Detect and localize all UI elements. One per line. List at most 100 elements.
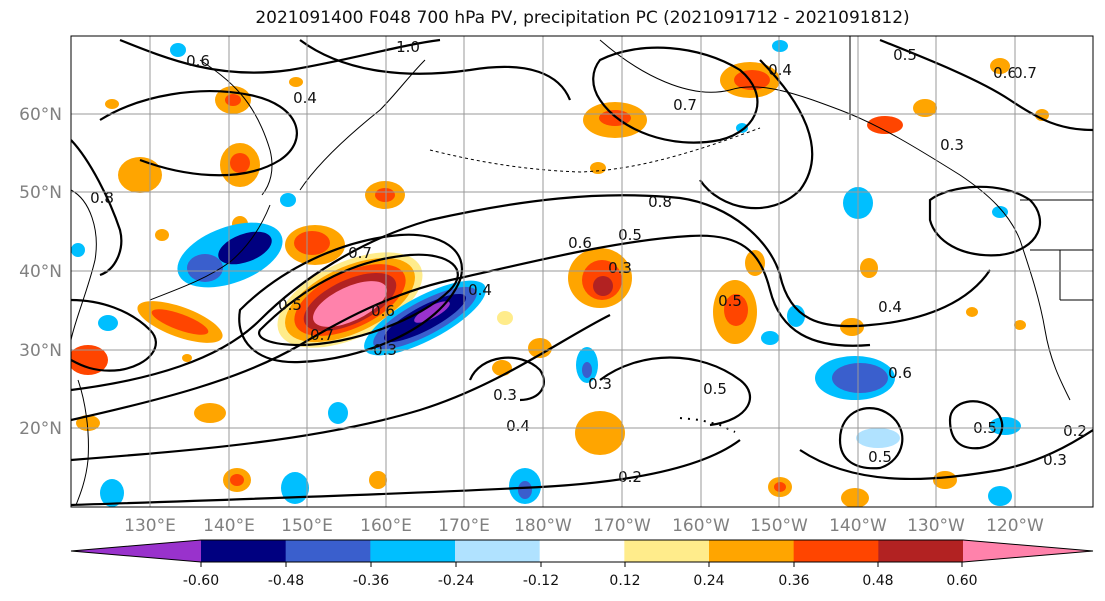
pv-contour-label: 0.4: [293, 89, 317, 107]
pv-contour-label: 1.0: [396, 38, 420, 56]
pv-contour-label: 0.6: [186, 52, 210, 70]
precip-positive-patch: [118, 157, 162, 193]
pv-contour-label: 0.6: [993, 64, 1017, 82]
coastline-north-america: [1019, 239, 1071, 401]
colorbar-segments: [70, 539, 1094, 563]
pv-contour-label: 0.2: [1063, 422, 1087, 440]
pv-contour-label: 0.4: [506, 417, 530, 435]
pv-contour: [468, 356, 545, 402]
colorbar-segment: [71, 540, 201, 562]
colorbar-segment: [793, 540, 879, 562]
pv-contour-label: 0.8: [648, 193, 672, 211]
pv-contour: [879, 38, 1093, 132]
longitude-label: 120°W: [986, 516, 1044, 536]
graticule: [71, 36, 1093, 507]
plot-frame: [70, 35, 1094, 508]
precip-positive-patch: [568, 248, 632, 308]
coastline-kamchatka: [299, 59, 426, 191]
latitude-axis: 60°N 50°N 40°N 30°N 20°N: [19, 105, 62, 439]
colorbar-tick-label: -0.48: [268, 573, 304, 589]
pv-contour-label: 0.8: [90, 189, 114, 207]
longitude-label: 140°E: [203, 516, 255, 536]
coastline-okhotsk: [199, 59, 273, 196]
pv-contour-label: 0.6: [371, 302, 395, 320]
longitude-label: 180°W: [514, 516, 572, 536]
pv-contour: [699, 59, 814, 210]
colorbar-tick-label: 0.60: [946, 573, 977, 589]
colorbar-tick-label: -0.36: [353, 573, 389, 589]
colorbar-segment: [285, 540, 371, 562]
precip-negative-patch: [71, 40, 1021, 507]
longitude-label: 130°E: [124, 516, 176, 536]
pv-contour: [71, 234, 871, 422]
precip-positive-patch: [220, 143, 260, 187]
pv-contour-label: 0.3: [493, 386, 517, 404]
map-title: 2021091400 F048 700 hPa PV, precipitatio…: [255, 8, 910, 28]
pv-contour-label: 0.7: [1013, 64, 1037, 82]
precip-negative-patch: [815, 356, 895, 400]
longitude-label: 160°W: [672, 516, 730, 536]
colorbar-tick-label: -0.12: [523, 573, 559, 589]
colorbar-ticks: [200, 562, 963, 567]
longitude-axis: 130°E 140°E 150°E 160°E 170°E 180°W 170°…: [124, 516, 1044, 536]
pv-contour-label: 0.6: [888, 364, 912, 382]
pv-contour: [238, 233, 463, 364]
precip-positive-patch: [71, 345, 108, 375]
pv-contour: [71, 314, 611, 462]
pv-contour: [799, 429, 1093, 481]
pv-contour: [99, 90, 298, 177]
colorbar-tick-label: 0.48: [862, 573, 893, 589]
colorbar-segment: [455, 540, 541, 562]
pv-contour: [119, 38, 441, 74]
pv-contour: [71, 139, 123, 277]
latitude-label: 50°N: [19, 183, 62, 203]
longitude-label: 170°W: [593, 516, 651, 536]
pv-contour-label: 0.5: [718, 292, 742, 310]
pv-contour-label: 0.4: [468, 281, 492, 299]
pv-contour-label: 0.4: [878, 298, 902, 316]
colorbar-tick-labels: -0.60 -0.48 -0.36 -0.24 -0.12 0.12 0.24 …: [183, 573, 978, 589]
pv-contour: [71, 439, 741, 507]
pv-contours: [71, 38, 1093, 507]
pv-contour-label: 0.7: [348, 244, 372, 262]
latitude-label: 20°N: [19, 419, 62, 439]
precip-positive-patch: [285, 225, 345, 265]
pv-contour: [948, 400, 1004, 450]
colorbar-tick-label: 0.36: [778, 573, 809, 589]
precip-positive-patch: [575, 411, 625, 455]
coastline-philippines: [75, 379, 89, 506]
longitude-label: 150°W: [750, 516, 808, 536]
precip-positive-patch: [365, 181, 405, 209]
pv-contour-label: 0.6: [568, 234, 592, 252]
pv-contour: [838, 407, 904, 470]
colorbar-segment: [370, 540, 456, 562]
pv-contour: [258, 253, 459, 347]
colorbar-tick-label: -0.24: [438, 573, 474, 589]
longitude-label: 130°W: [907, 516, 965, 536]
pv-contour-label: 0.7: [673, 96, 697, 114]
pv-contour: [599, 356, 751, 427]
colorbar: -0.60 -0.48 -0.36 -0.24 -0.12 0.12 0.24 …: [70, 539, 1094, 589]
pv-contour: [71, 298, 157, 372]
colorbar-segment: [963, 540, 1093, 562]
map-plot-area: 1.0 0.6 0.4 0.7 0.5 0.4 0.3 0.6 0.7 0.8 …: [70, 35, 1094, 508]
colorbar-tick-label: 0.12: [609, 573, 640, 589]
colorbar-segment: [539, 540, 625, 562]
latitude-label: 60°N: [19, 105, 62, 125]
pv-contour: [592, 46, 759, 144]
colorbar-tick-label: -0.60: [183, 573, 219, 589]
coastline-aleutians: [429, 127, 761, 173]
pv-contour: [71, 194, 991, 392]
precip-negative-patch: [364, 280, 486, 356]
precip-positive-patch: [583, 102, 647, 138]
pv-contour-label: 0.5: [278, 296, 302, 314]
border-us-states: [1030, 249, 1093, 301]
pv-contour-label: 0.5: [868, 448, 892, 466]
pv-contour-label: 0.7: [310, 326, 334, 344]
pv-contour-label: 0.3: [1043, 451, 1067, 469]
pv-contour-label: 0.3: [940, 136, 964, 154]
pv-contour-labels: 1.0 0.6 0.4 0.7 0.5 0.4 0.3 0.6 0.7 0.8 …: [90, 38, 1087, 486]
precip-positive-patch: [137, 301, 223, 343]
pv-contour: [299, 39, 572, 101]
colorbar-segment: [709, 540, 795, 562]
